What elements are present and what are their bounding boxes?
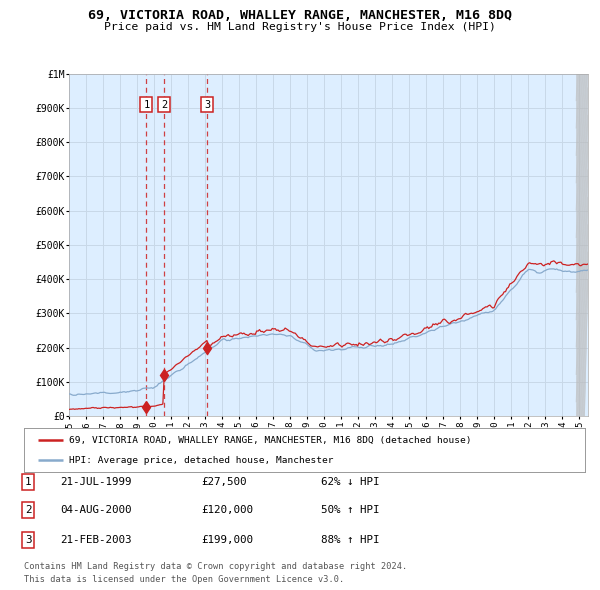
Text: Price paid vs. HM Land Registry's House Price Index (HPI): Price paid vs. HM Land Registry's House … [104,22,496,32]
Text: 62% ↓ HPI: 62% ↓ HPI [321,477,380,487]
Text: 21-FEB-2003: 21-FEB-2003 [60,535,131,545]
Text: 69, VICTORIA ROAD, WHALLEY RANGE, MANCHESTER, M16 8DQ (detached house): 69, VICTORIA ROAD, WHALLEY RANGE, MANCHE… [69,435,472,445]
Text: 21-JUL-1999: 21-JUL-1999 [60,477,131,487]
Text: 2: 2 [25,506,31,515]
Text: HPI: Average price, detached house, Manchester: HPI: Average price, detached house, Manc… [69,456,334,465]
Text: This data is licensed under the Open Government Licence v3.0.: This data is licensed under the Open Gov… [24,575,344,584]
Text: 04-AUG-2000: 04-AUG-2000 [60,506,131,515]
Text: Contains HM Land Registry data © Crown copyright and database right 2024.: Contains HM Land Registry data © Crown c… [24,562,407,571]
Bar [580,74,588,416]
Text: 1: 1 [143,100,149,110]
Text: 88% ↑ HPI: 88% ↑ HPI [321,535,380,545]
Text: 69, VICTORIA ROAD, WHALLEY RANGE, MANCHESTER, M16 8DQ: 69, VICTORIA ROAD, WHALLEY RANGE, MANCHE… [88,9,512,22]
Text: 50% ↑ HPI: 50% ↑ HPI [321,506,380,515]
Text: £199,000: £199,000 [201,535,253,545]
Text: 2: 2 [161,100,167,110]
Text: £27,500: £27,500 [201,477,247,487]
Text: £120,000: £120,000 [201,506,253,515]
Text: 3: 3 [25,535,31,545]
Text: 3: 3 [204,100,211,110]
Text: 1: 1 [25,477,31,487]
